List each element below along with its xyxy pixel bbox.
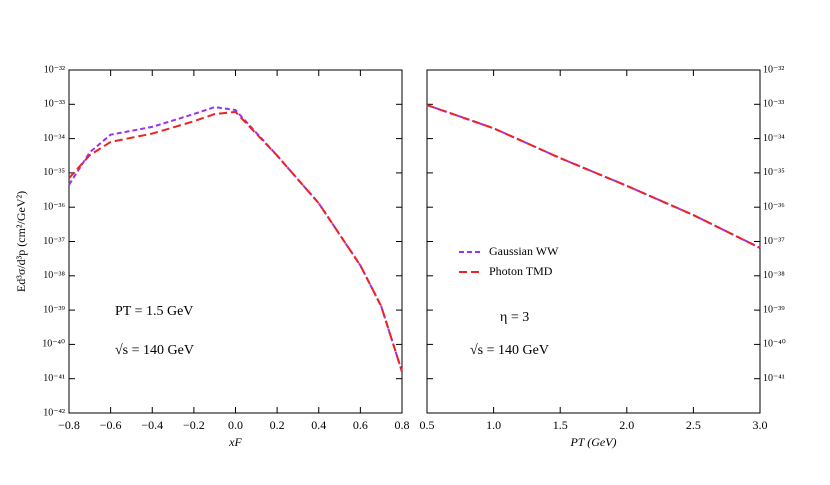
x-tick-label: 0.8: [395, 418, 410, 432]
y-tick-label: 10⁻³⁶: [763, 201, 785, 212]
y-tick-label: 10⁻³⁹: [43, 304, 65, 315]
y-tick-label: 10⁻³²: [44, 64, 65, 75]
series-line: [68, 106, 403, 373]
x-tick-label: 2.5: [686, 418, 701, 432]
plot-frame: [68, 69, 403, 414]
y-tick-label: 10⁻³⁶: [43, 201, 65, 212]
y-tick-label: 10⁻⁴²: [43, 407, 65, 418]
x-tick-label: 0.6: [353, 418, 368, 432]
y-tick-label: 10⁻³⁸: [43, 270, 65, 281]
y-tick-label: 10⁻³⁵: [763, 167, 785, 178]
y-tick-label: 10⁻³⁴: [43, 133, 65, 144]
x-tick-label: −0.2: [183, 418, 205, 432]
y-tick-label: 10⁻³²: [763, 64, 784, 75]
x-tick-label: −0.6: [100, 418, 122, 432]
x-tick-label: 0.0: [228, 418, 243, 432]
x-tick-label: 0.5: [420, 418, 435, 432]
x-tick-label: −0.4: [141, 418, 163, 432]
y-tick-label: 10⁻³⁴: [763, 133, 785, 144]
y-tick-label: 10⁻³³: [44, 99, 65, 110]
y-tick-label: 10⁻³⁹: [763, 304, 785, 315]
x-tick-label: 1.5: [553, 418, 568, 432]
x-tick-label: 0.4: [311, 418, 326, 432]
y-tick-label: 10⁻³⁸: [763, 270, 785, 281]
annotation: PT = 1.5 GeV: [115, 304, 193, 319]
series-line: [426, 104, 761, 249]
y-tick-label: 10⁻⁴⁰: [42, 339, 65, 350]
x-axis-label: xF: [228, 435, 242, 449]
annotation: η = 3: [500, 310, 529, 325]
y-axis-label: Ed³σ/d³p (cm²/GeV²): [14, 191, 28, 292]
y-tick-label: 10⁻³⁷: [43, 236, 65, 247]
x-tick-label: −0.8: [58, 418, 80, 432]
y-tick-label: 10⁻⁴¹: [43, 373, 65, 384]
legend-label: Photon TMD: [489, 264, 553, 278]
x-tick-label: 0.2: [270, 418, 285, 432]
annotation: √s = 140 GeV: [470, 343, 549, 358]
y-tick-label: 10⁻⁴¹: [763, 373, 785, 384]
y-tick-label: 10⁻⁴⁰: [763, 339, 786, 350]
x-tick-label: 3.0: [753, 418, 768, 432]
y-tick-label: 10⁻³⁵: [43, 167, 65, 178]
y-tick-label: 10⁻³³: [763, 99, 784, 110]
series-line: [68, 110, 403, 373]
x-tick-label: 2.0: [619, 418, 634, 432]
legend-label: Gaussian WW: [489, 244, 559, 258]
annotation: √s = 140 GeV: [115, 343, 194, 358]
series-line: [426, 104, 761, 249]
y-tick-label: 10⁻³⁷: [763, 236, 785, 247]
x-tick-label: 1.0: [486, 418, 501, 432]
x-axis-label: PT (GeV): [569, 435, 616, 449]
